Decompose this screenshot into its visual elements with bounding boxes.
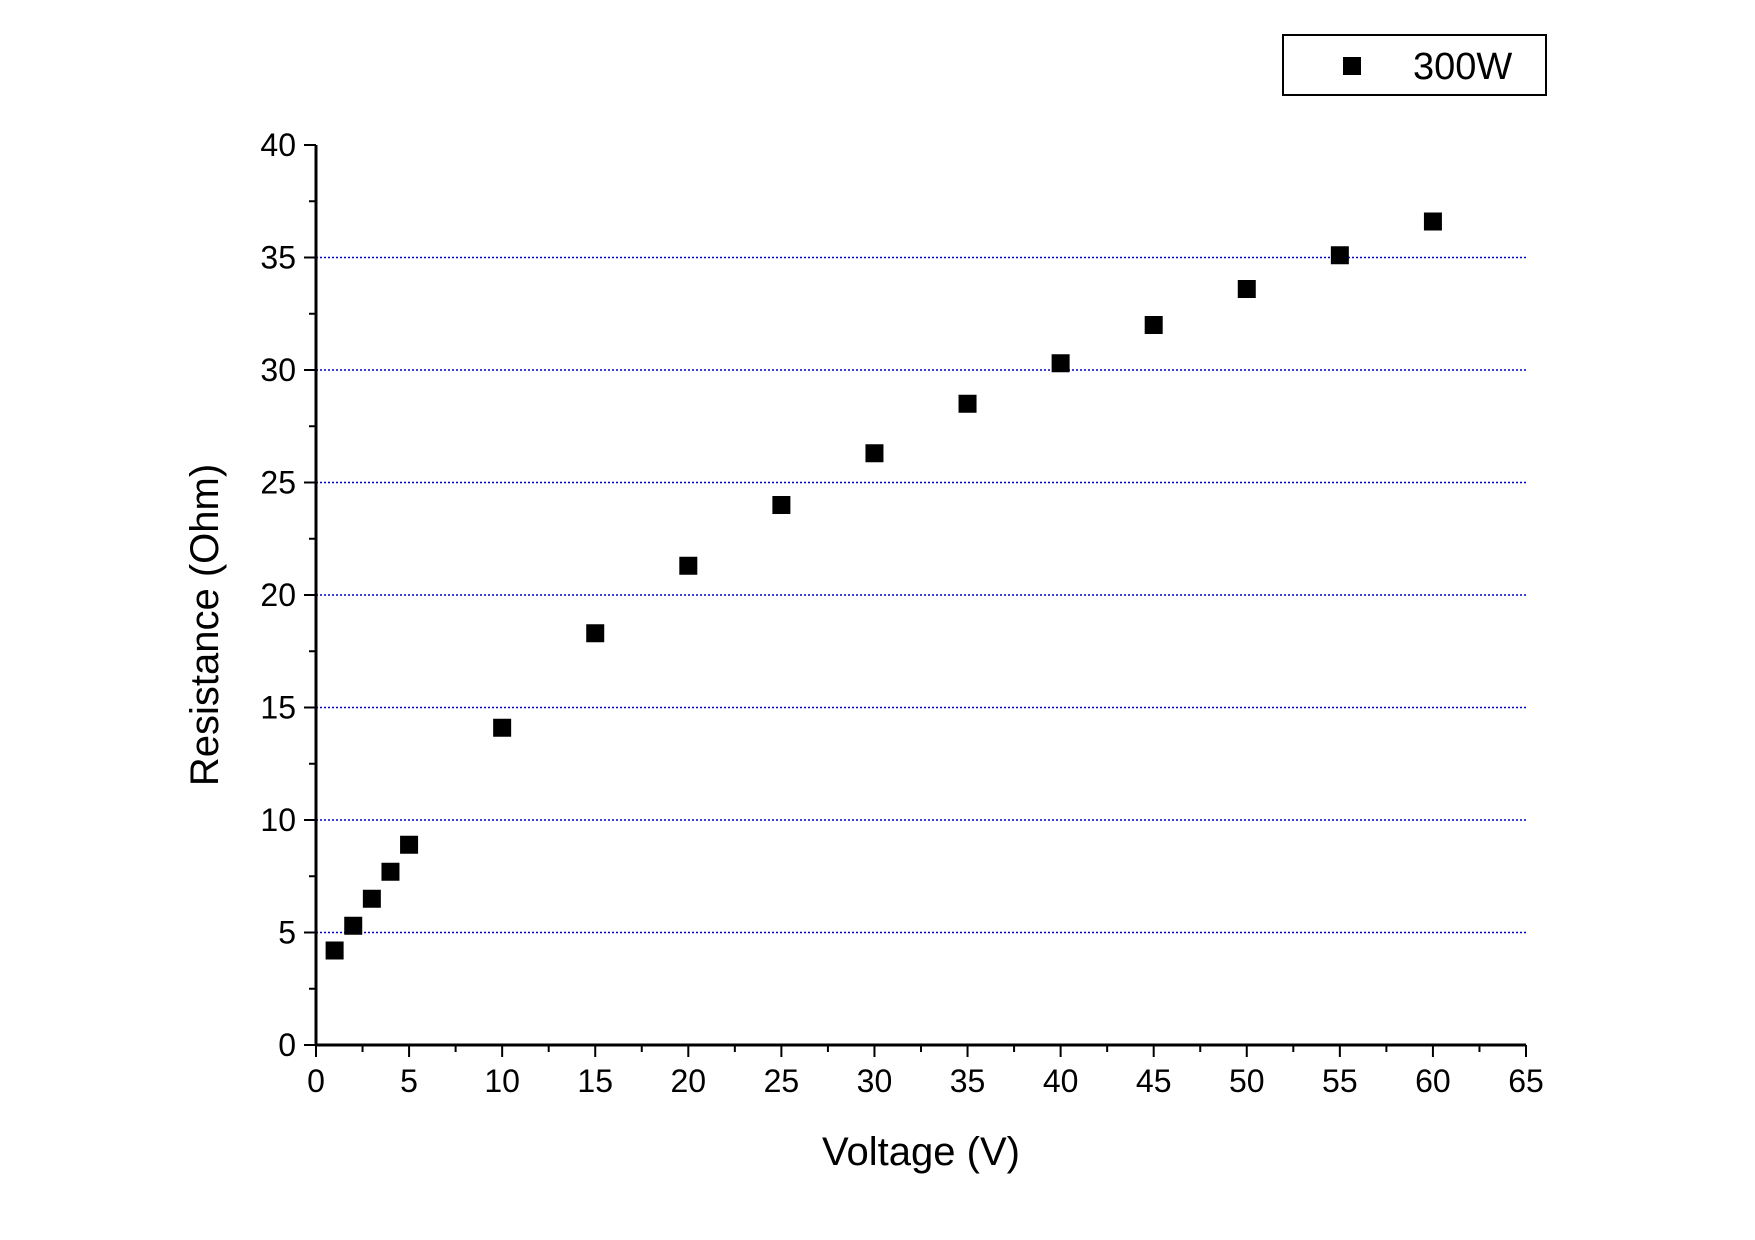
x-tick-label-10: 10	[484, 1063, 520, 1099]
data-point-30v	[865, 444, 884, 463]
data-point-10v	[493, 718, 512, 737]
data-point-25v	[772, 496, 791, 514]
y-tick-label-40: 40	[260, 127, 296, 163]
data-point-2v	[344, 916, 363, 935]
y-tick-label-10: 10	[260, 802, 296, 838]
x-tick-label-45: 45	[1136, 1063, 1172, 1099]
data-point-4v	[381, 862, 400, 881]
legend-box	[1282, 34, 1547, 96]
y-tick-label-35: 35	[260, 240, 296, 276]
data-point-5v	[400, 835, 419, 854]
data-point-55v	[1330, 246, 1349, 265]
x-axis-title: Voltage (V)	[822, 1130, 1020, 1174]
y-axis-title: Resistance (Ohm)	[183, 464, 227, 786]
y-tick-label-15: 15	[260, 690, 296, 726]
x-tick-label-40: 40	[1043, 1063, 1079, 1099]
x-tick-label-5: 5	[400, 1063, 418, 1099]
x-tick-label-50: 50	[1229, 1063, 1265, 1099]
y-tick-label-25: 25	[260, 465, 296, 501]
x-tick-label-35: 35	[950, 1063, 986, 1099]
x-tick-label-20: 20	[671, 1063, 707, 1099]
legend: 300W	[1282, 34, 1547, 96]
data-point-40v	[1051, 354, 1070, 373]
legend-label-300w: 300W	[1413, 46, 1512, 88]
data-point-1v	[325, 941, 344, 960]
data-point-20v	[679, 556, 698, 575]
data-point-45v	[1144, 316, 1163, 334]
y-tick-label-30: 30	[260, 352, 296, 388]
tick-labels: 0 5 10 15 20 25 30 35 40 0 5 10 15 20 25 30 35 40 45 50 55 60…	[260, 127, 1543, 1099]
data-point-60v	[1423, 212, 1442, 231]
x-tick-label-25: 25	[764, 1063, 800, 1099]
x-tick-label-65: 65	[1508, 1063, 1544, 1099]
legend-marker-square	[1343, 57, 1361, 75]
data-point-15v	[586, 624, 605, 643]
x-tick-label-15: 15	[577, 1063, 613, 1099]
x-tick-label-60: 60	[1415, 1063, 1451, 1099]
horizontal-gridlines	[316, 256, 1526, 934]
data-point-35v	[958, 394, 977, 413]
data-point-3v	[362, 889, 381, 908]
data-point-50v	[1237, 280, 1256, 298]
data-points	[325, 212, 1442, 960]
x-tick-label-30: 30	[857, 1063, 893, 1099]
y-tick-label-20: 20	[260, 577, 296, 613]
axis-ticks	[304, 144, 1527, 1057]
y-tick-label-5: 5	[278, 915, 296, 951]
y-tick-label-0: 0	[278, 1027, 296, 1063]
x-tick-label-55: 55	[1322, 1063, 1358, 1099]
x-tick-label-0: 0	[307, 1063, 325, 1099]
